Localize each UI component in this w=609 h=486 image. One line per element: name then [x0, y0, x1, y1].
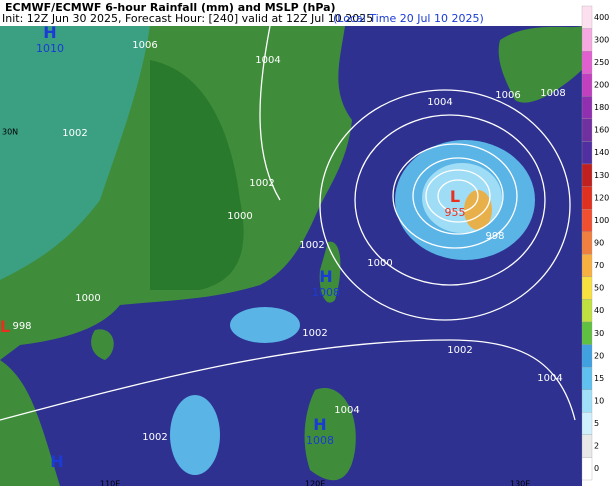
contour-label: 1002	[249, 178, 274, 189]
contour-label: 1004	[537, 373, 562, 384]
land-hills	[150, 60, 244, 290]
colorbar-label: 300	[594, 35, 609, 44]
colorbar-label: 0	[594, 464, 599, 473]
center-symbol: H	[50, 452, 63, 471]
colorbar-segment	[581, 344, 593, 368]
contour-label: 1000	[227, 211, 252, 222]
contour-label: 1000	[75, 293, 100, 304]
colorbar-label: 200	[594, 81, 609, 90]
center-symbol: H	[43, 23, 56, 42]
center-value: 1010	[36, 42, 64, 55]
colorbar-label: 40	[594, 306, 604, 315]
colorbar-segment	[581, 457, 593, 481]
lon-label: 120E	[305, 480, 325, 486]
colorbar-label: 50	[594, 284, 604, 293]
colorbar-segment	[581, 434, 593, 458]
lat-label: 30N	[2, 128, 18, 137]
contour-label: 1002	[62, 128, 87, 139]
center-symbol: L	[0, 317, 10, 336]
colorbar-segment	[581, 50, 593, 74]
colorbar-segment	[581, 254, 593, 278]
contour-label: 1002	[142, 432, 167, 443]
contour-label: 1006	[132, 40, 157, 51]
center-symbol: H	[313, 415, 326, 434]
contour-label: 1002	[302, 328, 327, 339]
colorbar-segment	[581, 389, 593, 413]
contour-label: 1002	[299, 240, 324, 251]
contour-label: 1008	[540, 88, 565, 99]
colorbar-label: 15	[594, 374, 604, 383]
colorbar-label: 160	[594, 126, 609, 135]
land-hainan	[91, 329, 114, 360]
rain-area	[230, 307, 300, 343]
colorbar-segment	[581, 321, 593, 345]
colorbar-segment	[581, 412, 593, 436]
center-value: 1008	[312, 286, 340, 299]
contour-label: 1004	[334, 405, 359, 416]
contour-label: 998	[485, 231, 504, 242]
center-symbol: L	[450, 187, 460, 206]
colorbar-label: 20	[594, 351, 604, 360]
contour-label: 998	[12, 321, 31, 332]
local-time: (Local Time 20 Jul 10 2025)	[333, 12, 484, 25]
colorbar-segment	[581, 186, 593, 210]
contour-label: 1004	[255, 55, 280, 66]
colorbar-segment	[581, 366, 593, 390]
colorbar-segment	[581, 276, 593, 300]
center-value: 1008	[306, 434, 334, 447]
center-value: 955	[445, 206, 466, 219]
colorbar-segment	[581, 5, 593, 29]
rain-area	[170, 395, 220, 475]
colorbar-label: 140	[594, 148, 609, 157]
colorbar-segment	[581, 28, 593, 52]
contour-label: 1002	[447, 345, 472, 356]
isobars	[0, 25, 576, 421]
colorbar-label: 5	[594, 419, 599, 428]
colorbar-segment	[581, 73, 593, 97]
colorbar-segment	[581, 299, 593, 323]
lon-label: 110E	[100, 480, 120, 486]
land-indochina	[0, 360, 60, 486]
colorbar-label: 180	[594, 103, 609, 112]
contour-label: 1004	[427, 97, 452, 108]
colorbar-label: 90	[594, 239, 604, 248]
land-japan	[498, 26, 582, 103]
colorbar-label: 2	[594, 442, 599, 451]
colorbar-label: 30	[594, 329, 604, 338]
contour-label: 1006	[495, 90, 520, 101]
rain-area	[0, 26, 150, 280]
colorbar-segment	[581, 163, 593, 187]
lon-label: 130E	[510, 480, 530, 486]
init-line: Init: 12Z Jun 30 2025, Forecast Hour: [2…	[2, 12, 373, 25]
colorbar-label: 100	[594, 216, 609, 225]
colorbar-segment	[581, 231, 593, 255]
title: ECMWF/ECMWF 6-hour Rainfall (mm) and MSL…	[5, 1, 336, 14]
contour-label: 1000	[367, 258, 392, 269]
center-symbol: H	[319, 267, 332, 286]
colorbar-label: 250	[594, 58, 609, 67]
colorbar-label: 10	[594, 397, 604, 406]
colorbar-label: 130	[594, 171, 609, 180]
colorbar-label: 120	[594, 193, 609, 202]
colorbar-segment	[581, 96, 593, 120]
colorbar-segment	[581, 208, 593, 232]
land-philippines	[304, 388, 356, 481]
colorbar-label: 70	[594, 261, 604, 270]
colorbar-label: 400	[594, 13, 609, 22]
colorbar-segment	[581, 141, 593, 165]
land-taiwan	[319, 241, 341, 303]
colorbar-segment	[581, 118, 593, 142]
